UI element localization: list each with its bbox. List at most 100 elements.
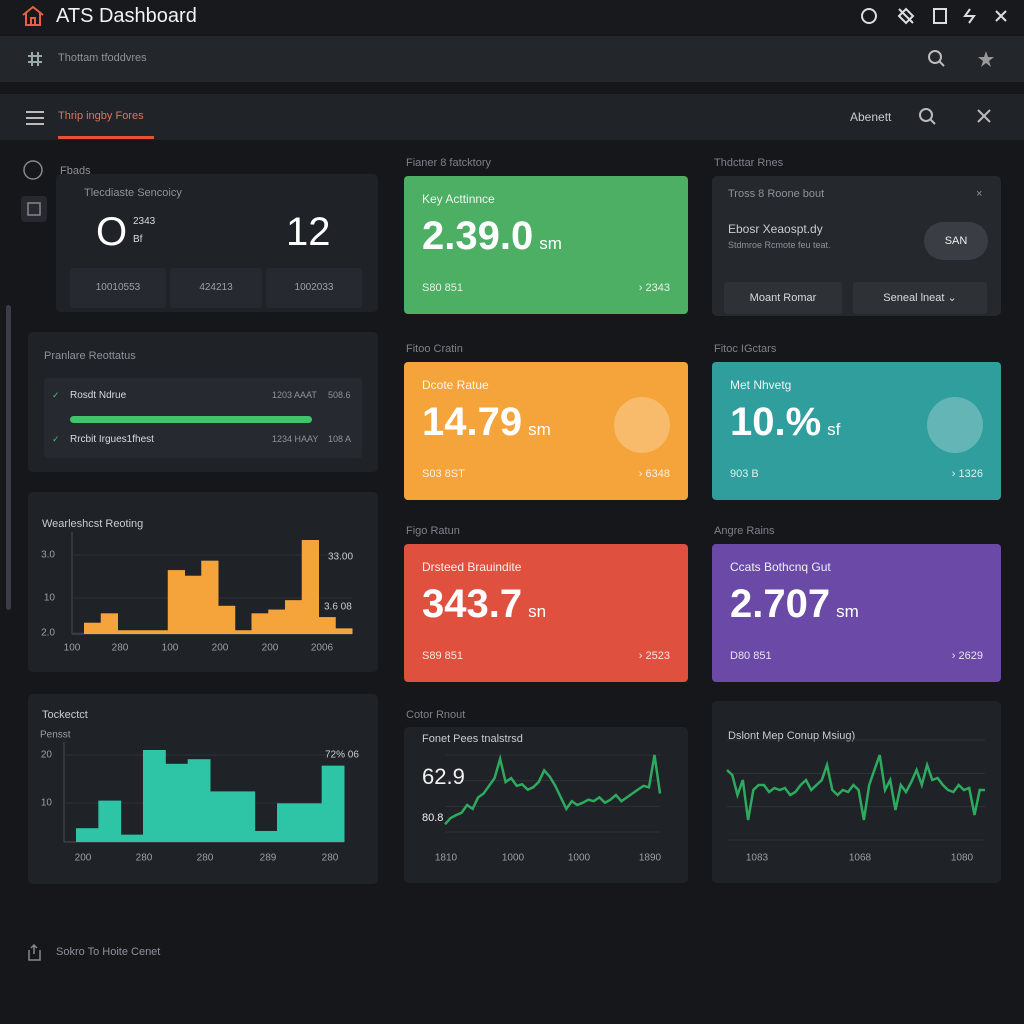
menu-icon[interactable] (24, 108, 46, 128)
kpi-title: Key Acttinnce (422, 192, 495, 206)
bar (268, 609, 286, 634)
bar (187, 759, 211, 842)
nav-icons[interactable] (917, 106, 1001, 128)
kpi-unit: sm (836, 602, 859, 621)
kpi-foot-value: 2523 (645, 650, 670, 662)
line-series (444, 753, 662, 826)
kpi-card: Drsteed Brauindite 343.7 sn S89 851 › 2523 (404, 544, 688, 682)
summary-cell: 1002033 (266, 268, 362, 308)
x-tick-label: 1000 (502, 853, 525, 864)
bar (299, 803, 323, 842)
kpi-foot-right: › 6348 (638, 468, 670, 480)
card-caption: Fitoo Cratin (406, 343, 463, 355)
annotation: 80.8 (422, 812, 443, 824)
kpi-foot-right: › 1326 (951, 468, 983, 480)
progress-panel: Pranlare Reottatus ✓ Rosdt Ndrue 1203 AAAT… (28, 332, 378, 472)
notice-caption: Thdcttar Rnes (714, 157, 784, 169)
annotation: 33.00 (328, 552, 353, 563)
nav-action[interactable]: Abenett (850, 110, 892, 124)
x-tick-label: 200 (212, 643, 229, 654)
kpi-value: 10.% sf (730, 400, 840, 445)
row-meta: 1203 AAAT (272, 390, 317, 400)
x-tick-label: 280 (112, 643, 129, 654)
bar (201, 560, 219, 634)
notice-close[interactable]: × (976, 188, 983, 200)
row-label: Rrcbit Irgues1fhest (70, 434, 154, 445)
summary-cell: 10010553 (70, 268, 166, 308)
card-caption: Fianer 8 fatcktory (406, 157, 491, 169)
annotation: 62.9 (422, 764, 465, 789)
y-tick-label: 2.0 (41, 628, 55, 639)
bar (318, 617, 336, 634)
toolbar (0, 36, 1024, 82)
kpi-number: 343.7 (422, 582, 523, 626)
bar (151, 630, 169, 634)
kpi-number: 10.% (730, 400, 822, 444)
scrollbar[interactable] (6, 305, 11, 610)
kpi-foot-left: S89 851 (422, 650, 463, 662)
kpi-unit: sf (827, 420, 841, 439)
x-tick-label: 1068 (849, 853, 872, 864)
kpi-foot-left: S03 8ST (422, 468, 465, 480)
footer-label[interactable]: Sokro To Hoite Cenet (56, 946, 161, 958)
toolbar-icons[interactable] (926, 48, 1006, 70)
notice-button[interactable]: SAN (924, 222, 988, 260)
notice-sub: Stdmroe Rcmote feu teat. (728, 240, 831, 250)
kpi-value: 14.79 sm (422, 400, 551, 445)
bar (234, 630, 252, 634)
bar (100, 613, 118, 634)
summary-big-right: 12 (286, 210, 331, 254)
chart-subtitle: Pensst (40, 730, 71, 741)
title-bar (0, 0, 1024, 34)
kpi-unit: sm (539, 234, 562, 253)
progress-title: Pranlare Reottatus (44, 350, 136, 362)
x-tick-label: 289 (260, 853, 277, 864)
x-tick-label: 1810 (435, 853, 458, 864)
bar (134, 630, 152, 634)
kpi-foot-left: S80 851 (422, 282, 463, 294)
kpi-title: Dcote Ratue (422, 378, 489, 392)
y-tick-label: 10 (44, 593, 56, 604)
nav-tab[interactable]: Thrip ingby Fores (58, 110, 144, 122)
x-tick-label: 100 (64, 643, 81, 654)
bar (76, 828, 99, 842)
kpi-foot-value: 2629 (958, 650, 983, 662)
kpi-unit: sm (528, 420, 551, 439)
footer-icon[interactable] (24, 942, 44, 962)
y-tick-label: 10 (41, 798, 53, 809)
y-tick-label: 20 (41, 750, 53, 761)
summary-title: Tlecdiaste Sencoicy (84, 187, 182, 199)
window-controls[interactable] (855, 4, 1015, 28)
sidebar-icons[interactable] (20, 158, 48, 228)
x-tick-label: 100 (162, 643, 179, 654)
notice-card: Tross 8 Roone bout × Ebosr Xeaospt.dy St… (712, 176, 1001, 316)
row-label: Rosdt Ndrue (70, 390, 127, 401)
kpi-foot-right: › 2343 (638, 282, 670, 294)
kpi-number: 2.39.0 (422, 214, 534, 258)
card-caption: Figo Ratun (406, 525, 460, 537)
kpi-card: Met Nhvetg 10.% sf 903 B › 1326 (712, 362, 1001, 500)
kpi-value: 2.707 sm (730, 582, 859, 627)
kpi-foot-value: 2343 (645, 282, 670, 294)
chart-title: Dslont Mep Conup Msiug) (728, 730, 855, 742)
bar (167, 570, 185, 634)
chart-caption: Cotor Rnout (406, 709, 465, 721)
bar (254, 830, 278, 842)
card-caption: Fitoc IGctars (714, 343, 777, 355)
home-icon (22, 5, 44, 26)
x-tick-label: 1080 (951, 853, 974, 864)
bar (98, 800, 122, 842)
bar (277, 803, 300, 842)
annotation: 72% 06 (325, 750, 359, 761)
kpi-foot-value: 1326 (958, 468, 983, 480)
kpi-card: Dcote Ratue 14.79 sm S03 8ST › 6348 (404, 362, 688, 500)
bar (321, 765, 345, 842)
notice-select[interactable]: Seneal lneat ⌄ (853, 282, 987, 314)
tab-underline (58, 136, 154, 139)
kpi-value: 343.7 sn (422, 582, 546, 627)
bar (165, 763, 189, 842)
notice-title: Tross 8 Roone bout (728, 188, 825, 200)
select-label: Seneal lneat (883, 292, 945, 304)
notice-action[interactable]: Moant Romar (724, 282, 842, 314)
